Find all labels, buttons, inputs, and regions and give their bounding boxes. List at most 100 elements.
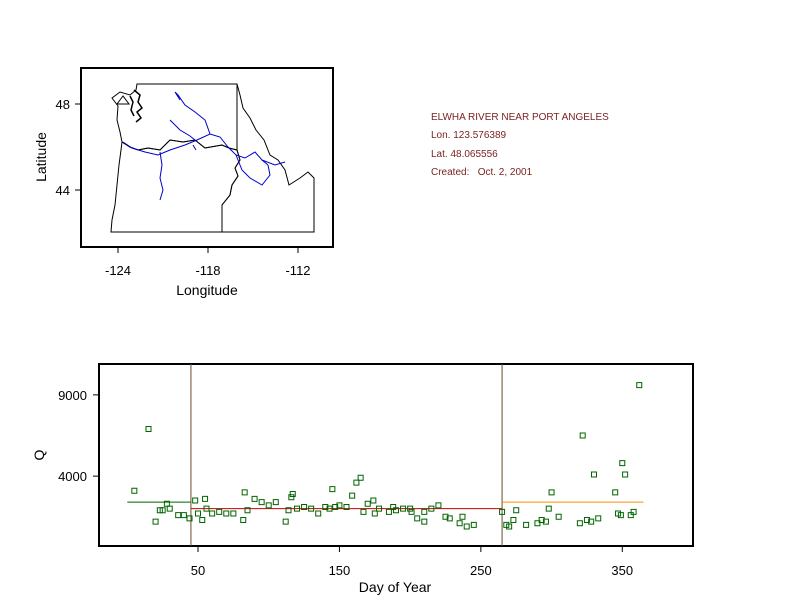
data-point bbox=[414, 515, 421, 522]
data-point bbox=[166, 505, 173, 512]
map-frame bbox=[80, 67, 334, 248]
data-point bbox=[435, 502, 442, 509]
data-point bbox=[131, 487, 138, 494]
data-point bbox=[329, 486, 336, 493]
data-point bbox=[223, 510, 230, 517]
data-point bbox=[326, 505, 333, 512]
data-point bbox=[186, 515, 193, 522]
data-point bbox=[534, 520, 541, 527]
data-point bbox=[617, 512, 624, 519]
data-point bbox=[357, 474, 364, 481]
data-point bbox=[470, 521, 477, 528]
data-point bbox=[428, 505, 435, 512]
data-point bbox=[209, 510, 216, 517]
data-point bbox=[523, 521, 530, 528]
data-point bbox=[385, 508, 392, 515]
data-point bbox=[459, 513, 466, 520]
y-tick-label: 9000 bbox=[58, 388, 87, 403]
data-point bbox=[630, 508, 637, 515]
data-point bbox=[265, 502, 272, 509]
data-point bbox=[336, 502, 343, 509]
data-point bbox=[583, 517, 590, 523]
map-ylabel: Latitude bbox=[33, 132, 49, 182]
data-point bbox=[199, 517, 206, 523]
chart-ylabel: Q bbox=[31, 449, 47, 460]
data-point bbox=[145, 426, 152, 432]
data-point bbox=[308, 505, 315, 512]
data-point bbox=[251, 495, 258, 502]
data-point bbox=[349, 492, 356, 499]
data-point bbox=[244, 507, 251, 514]
data-point bbox=[619, 460, 626, 467]
data-point bbox=[421, 508, 428, 515]
state-boundaries bbox=[110, 83, 315, 233]
data-point bbox=[360, 508, 367, 515]
data-point bbox=[230, 510, 237, 517]
map-xtick: -124 bbox=[105, 263, 131, 278]
data-point bbox=[180, 512, 187, 519]
columbia-upper bbox=[174, 91, 211, 135]
data-point bbox=[421, 518, 428, 525]
data-point bbox=[159, 507, 166, 514]
data-point bbox=[241, 489, 248, 496]
data-point bbox=[301, 504, 308, 510]
data-point bbox=[216, 508, 223, 515]
data-point bbox=[240, 517, 247, 523]
data-point bbox=[152, 518, 159, 525]
data-point bbox=[456, 520, 463, 527]
data-point bbox=[272, 499, 279, 506]
data-point bbox=[510, 517, 517, 523]
idaho-outline bbox=[221, 83, 315, 233]
data-point bbox=[371, 510, 378, 517]
chart-frame bbox=[98, 363, 694, 547]
data-point bbox=[195, 510, 201, 517]
data-point bbox=[408, 508, 415, 515]
data-point bbox=[506, 523, 513, 530]
snake-river bbox=[235, 154, 271, 186]
chart-xlabel: Day of Year bbox=[359, 579, 432, 595]
created-date: Created: Oct. 2, 2001 bbox=[431, 167, 533, 178]
data-point bbox=[364, 500, 371, 507]
y-tick-label: 4000 bbox=[58, 469, 87, 484]
data-point bbox=[591, 471, 597, 478]
data-point bbox=[202, 495, 209, 502]
salmon-river bbox=[261, 159, 286, 166]
data-point bbox=[612, 489, 619, 496]
data-point bbox=[370, 497, 377, 504]
map-xlabel: Longitude bbox=[176, 282, 238, 298]
data-point bbox=[285, 507, 292, 514]
data-point bbox=[400, 505, 407, 512]
willamette-river bbox=[159, 151, 164, 201]
data-point bbox=[343, 504, 350, 510]
data-point bbox=[353, 479, 360, 486]
x-tick-label: 50 bbox=[191, 563, 205, 578]
map-ticks bbox=[75, 103, 299, 253]
data-point bbox=[636, 382, 643, 389]
data-point bbox=[499, 508, 506, 515]
data-point bbox=[407, 505, 414, 512]
data-point bbox=[446, 515, 453, 522]
x-tick-label: 150 bbox=[329, 563, 351, 578]
data-point bbox=[322, 504, 329, 510]
x-tick-label: 250 bbox=[470, 563, 492, 578]
data-point bbox=[555, 513, 562, 520]
data-point bbox=[203, 505, 210, 512]
data-point bbox=[463, 523, 470, 530]
data-point bbox=[393, 507, 399, 514]
data-point bbox=[588, 518, 595, 525]
map-xtick: -112 bbox=[285, 263, 310, 278]
station-latitude: Lat. 48.065556 bbox=[431, 149, 498, 160]
data-point bbox=[442, 513, 449, 520]
data-point bbox=[258, 499, 265, 506]
data-point bbox=[595, 515, 602, 522]
map-ytick: 48 bbox=[56, 97, 70, 112]
data-point bbox=[576, 520, 583, 527]
map-xtick: -118 bbox=[195, 263, 220, 278]
data-point bbox=[513, 507, 520, 514]
data-point bbox=[542, 518, 549, 525]
data-point bbox=[288, 494, 295, 501]
puget-sound bbox=[129, 89, 144, 123]
x-tick-label: 350 bbox=[611, 563, 633, 578]
